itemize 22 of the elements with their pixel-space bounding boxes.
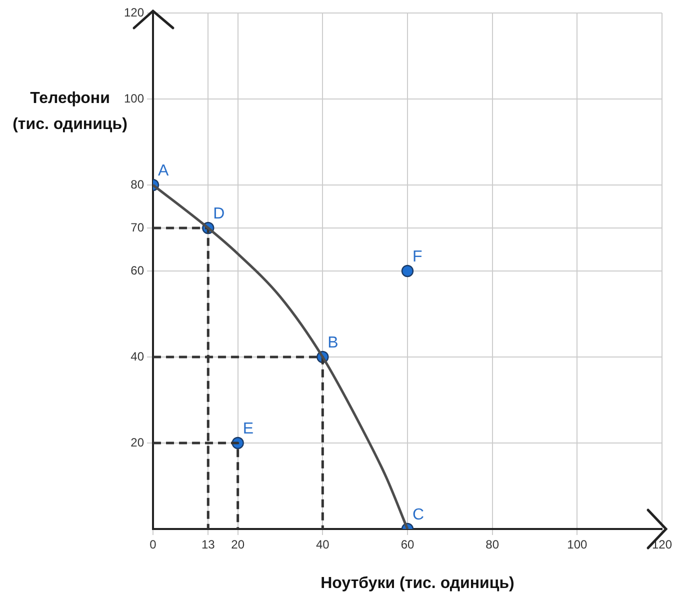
annotation: C	[412, 506, 424, 524]
x-tick-label: 0	[150, 538, 157, 552]
y-tick-label: 70	[130, 220, 144, 234]
annotation: E	[242, 420, 254, 438]
x-tick-label: 60	[400, 538, 414, 552]
annotation: F	[412, 248, 422, 266]
y-tick-label: 40	[130, 349, 144, 364]
y-tick-label: 60	[130, 263, 144, 278]
x-tick-label: 100	[567, 538, 588, 552]
annotation: D	[213, 205, 225, 222]
y-tick-label: 20	[130, 435, 144, 450]
x-tick-label: 80	[486, 538, 500, 552]
y-tick-label: 120	[124, 5, 144, 20]
y-tick-label: 80	[130, 177, 144, 192]
x-tick-label: 13	[201, 538, 216, 552]
y-tick-label: 100	[124, 91, 144, 106]
x-axis-title: Ноутбуки (тис. одиниць)	[320, 575, 514, 592]
x-tick-label: 20	[231, 538, 245, 552]
annotation: A	[158, 162, 169, 180]
annotation: B	[328, 334, 338, 352]
point	[401, 264, 414, 278]
x-tick-label: 40	[316, 538, 330, 552]
